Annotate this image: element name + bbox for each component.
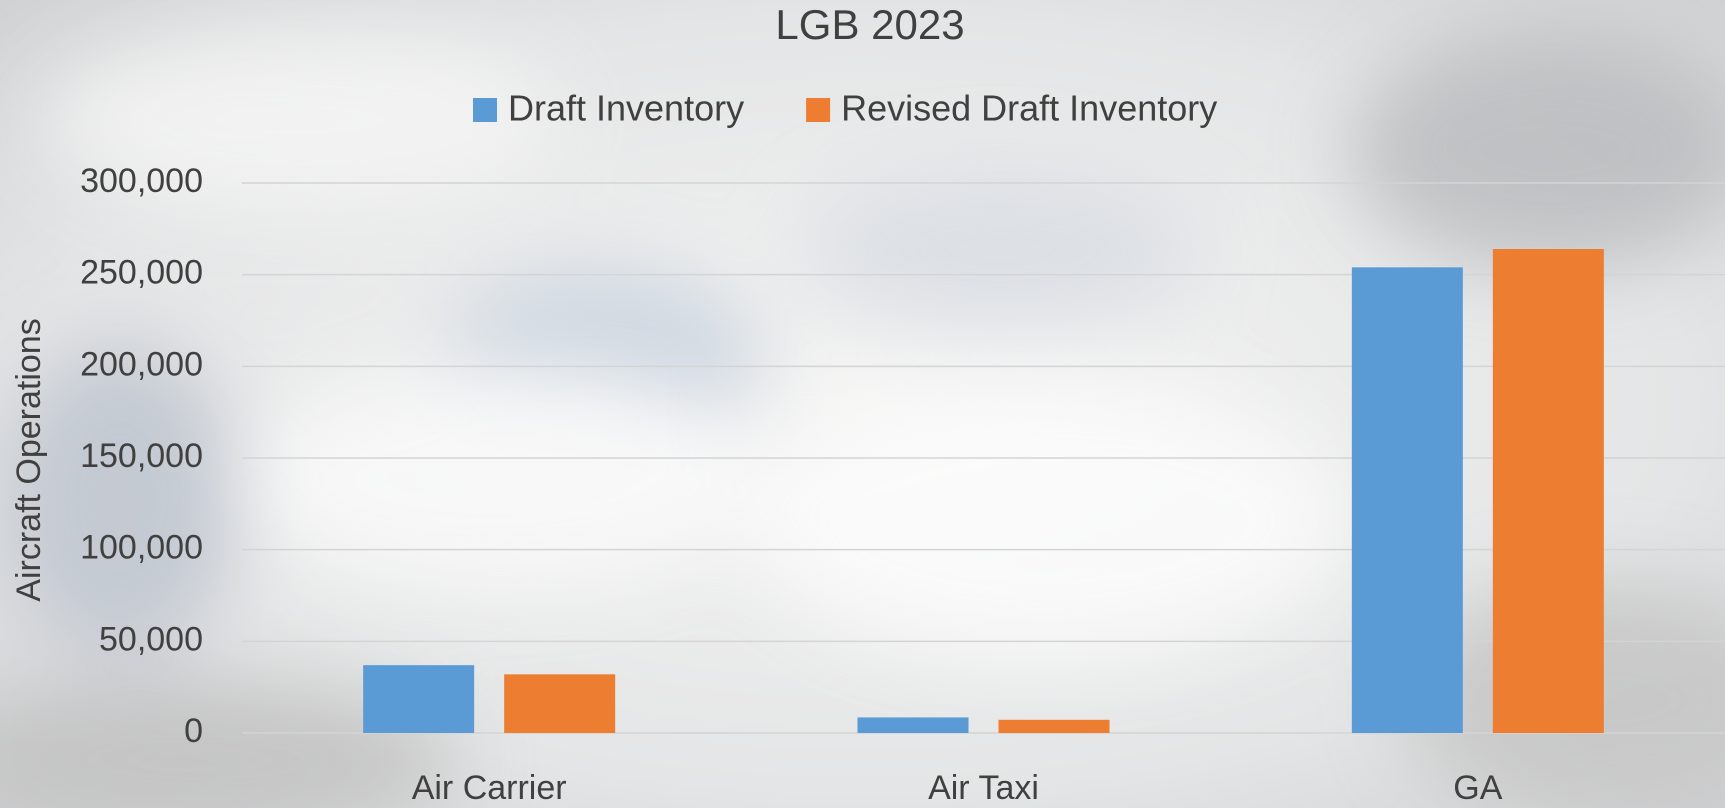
y-tick-label: 250,000 bbox=[80, 254, 203, 292]
bar bbox=[1493, 249, 1604, 733]
legend-label: Revised Draft Inventory bbox=[841, 88, 1217, 129]
x-tick-label: GA bbox=[1453, 769, 1502, 807]
x-tick-label: Air Carrier bbox=[412, 769, 567, 807]
bar bbox=[999, 720, 1110, 733]
legend-swatch bbox=[473, 98, 497, 122]
bar bbox=[363, 665, 474, 733]
bar bbox=[504, 674, 615, 733]
legend-label: Draft Inventory bbox=[508, 88, 744, 129]
chart: LGB 2023 Aircraft Operations 0 50,000 100,… bbox=[0, 0, 1725, 808]
bar bbox=[1352, 267, 1463, 733]
y-tick-label: 100,000 bbox=[80, 529, 203, 567]
x-tick-label: Air Taxi bbox=[928, 769, 1039, 807]
bar bbox=[858, 717, 969, 733]
y-tick-label: 0 bbox=[184, 712, 203, 750]
legend-swatch bbox=[806, 98, 830, 122]
y-tick-label: 150,000 bbox=[80, 437, 203, 475]
y-tick-label: 200,000 bbox=[80, 345, 203, 383]
page: LGB 2023 Aircraft Operations 0 50,000 100,… bbox=[0, 0, 1725, 808]
chart-title: LGB 2023 bbox=[775, 1, 964, 48]
y-tick-label: 50,000 bbox=[99, 620, 203, 658]
y-tick-label: 300,000 bbox=[80, 162, 203, 200]
y-axis-title: Aircraft Operations bbox=[10, 318, 48, 601]
